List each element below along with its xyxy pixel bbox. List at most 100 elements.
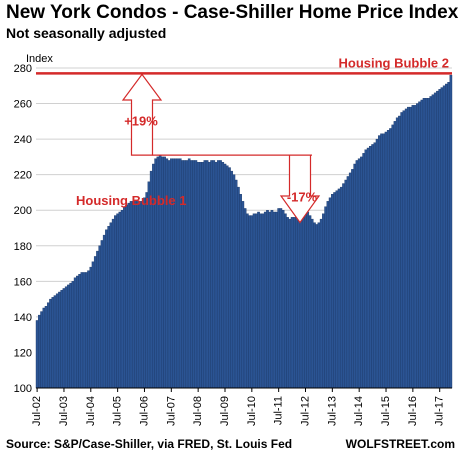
bar: [42, 307, 46, 389]
bar: [76, 275, 79, 389]
bar: [125, 204, 128, 389]
bar: [442, 85, 446, 389]
bar: [199, 162, 202, 389]
bar: [416, 103, 419, 389]
bar: [257, 211, 260, 389]
bar: [313, 222, 316, 389]
bar: [69, 282, 72, 389]
x-tick-label: Jul-06: [138, 396, 150, 426]
bar: [342, 183, 345, 389]
bar: [272, 211, 276, 389]
bar: [80, 272, 84, 389]
bar: [143, 197, 146, 389]
bar: [373, 142, 377, 389]
bar: [250, 215, 254, 389]
bar: [158, 154, 162, 389]
bar: [357, 158, 361, 389]
bar: [286, 217, 289, 389]
x-tick-label: Jul-02: [31, 396, 43, 426]
bar: [259, 213, 263, 389]
bar: [328, 197, 332, 389]
y-tick-label: 280: [14, 63, 32, 75]
bar: [53, 295, 57, 389]
bar: [331, 194, 334, 389]
bar: [194, 160, 198, 389]
bar: [114, 215, 117, 389]
bar: [371, 144, 374, 389]
x-tick-label: Jul-12: [300, 396, 312, 426]
bar: [431, 94, 435, 389]
annotation-layer: Housing Bubble 2 Housing Bubble 1 +19% -17%: [36, 55, 452, 224]
bar: [234, 179, 238, 389]
bar: [187, 158, 191, 389]
bar: [203, 160, 207, 389]
bar: [315, 224, 319, 389]
bar: [297, 213, 301, 389]
bar: [71, 281, 75, 389]
bar: [100, 240, 104, 389]
bar: [49, 298, 52, 389]
bubble1-label: Housing Bubble 1: [76, 193, 187, 208]
bar: [380, 133, 383, 389]
bar: [299, 210, 303, 389]
y-tick-label: 180: [14, 241, 32, 253]
bar: [389, 128, 392, 389]
rise-arrow: [121, 73, 163, 156]
bar: [438, 89, 442, 389]
y-tick-label: 100: [14, 383, 32, 395]
bar: [427, 98, 430, 389]
bar: [85, 272, 88, 389]
bar: [134, 201, 137, 389]
bar: [324, 206, 327, 389]
bar-layer: [35, 74, 453, 389]
bar: [301, 210, 305, 389]
bar: [87, 270, 90, 389]
bar: [219, 160, 222, 389]
bar: [210, 160, 213, 389]
bar: [208, 162, 211, 389]
bar: [192, 160, 195, 389]
y-tick-label: 140: [14, 312, 32, 324]
x-tick-label: Jul-07: [165, 396, 177, 426]
bar: [429, 96, 433, 389]
bar: [310, 218, 314, 389]
bar: [216, 160, 220, 389]
bar: [127, 202, 131, 389]
bar: [82, 272, 86, 389]
bar: [254, 213, 258, 389]
bar: [241, 201, 245, 389]
bar: [96, 250, 99, 389]
bar: [366, 147, 370, 389]
drop-arrow: [279, 154, 321, 224]
x-tick-label: Jul-09: [219, 396, 231, 426]
bar: [306, 211, 310, 389]
bar: [382, 133, 386, 389]
x-tick-label: Jul-04: [85, 396, 97, 426]
bar: [140, 201, 144, 389]
x-tick-label: Jul-13: [326, 396, 338, 426]
bar: [360, 156, 363, 389]
y-tick-label: 120: [14, 347, 32, 359]
bar: [411, 105, 415, 389]
bar: [261, 213, 265, 389]
y-axis-label: Index: [26, 53, 53, 65]
x-tick-label: Jul-15: [380, 396, 392, 426]
bar: [205, 160, 209, 389]
y-tick-label: 220: [14, 170, 32, 182]
bar: [308, 215, 312, 389]
x-tick-label: Jul-11: [273, 396, 285, 425]
bar: [326, 201, 330, 389]
bar: [335, 190, 339, 389]
bar: [346, 176, 350, 389]
bar: [190, 160, 193, 389]
bar: [440, 87, 444, 389]
bar: [44, 306, 48, 389]
chart-subtitle: Not seasonally adjusted: [6, 25, 167, 41]
bar: [393, 121, 397, 389]
bar: [138, 201, 142, 389]
bar: [375, 138, 379, 389]
bar: [386, 130, 390, 389]
bar: [78, 274, 81, 389]
bar: [221, 162, 225, 389]
bar: [281, 210, 285, 389]
